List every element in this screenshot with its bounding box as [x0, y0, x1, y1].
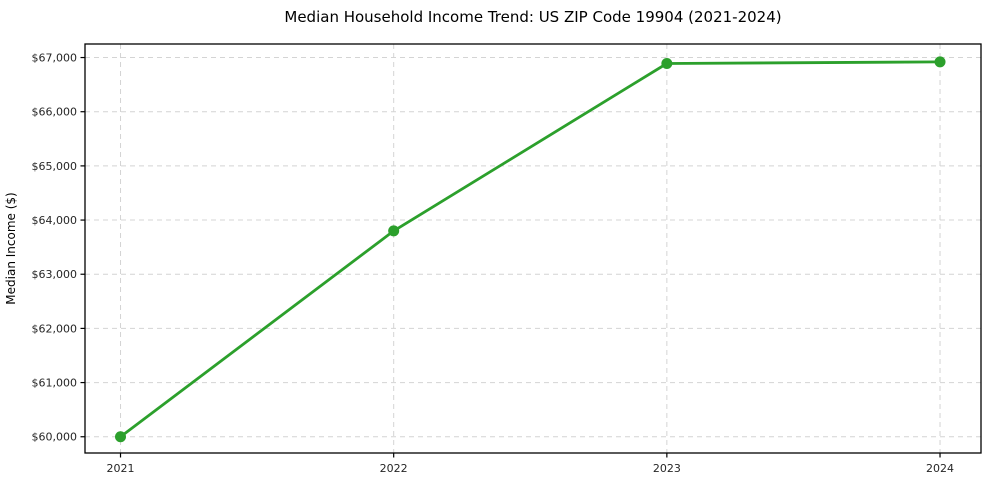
- y-tick-label: $67,000: [32, 52, 78, 65]
- axis-layer: $60,000 $61,000 $62,000 $63,000 $64,000 $65,0…: [32, 52, 955, 475]
- x-tick-label: 2022: [380, 462, 408, 475]
- x-tick-label: 2021: [107, 462, 135, 475]
- y-tick-label: $61,000: [32, 377, 78, 390]
- plot-border: [84, 43, 982, 454]
- chart-title: Median Household Income Trend: US ZIP Co…: [284, 8, 781, 26]
- data-point: [661, 58, 673, 70]
- x-tick-label: 2023: [653, 462, 681, 475]
- series-layer: [115, 56, 946, 443]
- y-tick-label: $64,000: [32, 214, 78, 227]
- y-axis-label: Median Income ($): [4, 192, 18, 304]
- y-tick-label: $66,000: [32, 106, 78, 119]
- y-tick-label: $63,000: [32, 268, 78, 281]
- data-point: [934, 56, 946, 68]
- data-point: [115, 431, 127, 443]
- y-tick-label: $65,000: [32, 160, 78, 173]
- data-point: [388, 225, 400, 237]
- trend-line: [119, 60, 942, 439]
- y-tick-label: $60,000: [32, 431, 78, 444]
- grid-layer: [85, 44, 981, 453]
- y-tick-label: $62,000: [32, 322, 78, 335]
- x-tick-label: 2024: [926, 462, 954, 475]
